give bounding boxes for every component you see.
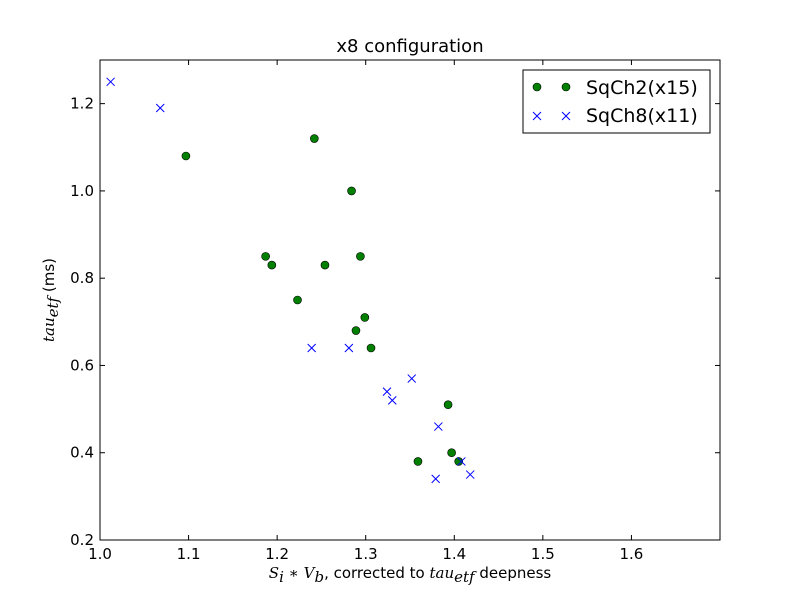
data-point-circle bbox=[360, 313, 370, 322]
legend-label-sqch2: SqCh2(x15) bbox=[586, 77, 698, 99]
data-point-circle bbox=[267, 260, 277, 270]
data-point-circle bbox=[447, 448, 456, 458]
legend-box bbox=[522, 69, 711, 134]
chart-title: x8 configuration bbox=[336, 36, 483, 57]
legend-entry-sqch2: SqCh2(x15) bbox=[532, 77, 698, 99]
x-tick-label: 1.1 bbox=[177, 545, 201, 563]
data-point-x bbox=[387, 396, 397, 405]
y-tick-label: 1.2 bbox=[70, 95, 94, 113]
data-point-circle bbox=[310, 134, 319, 143]
data-point-circle bbox=[413, 457, 423, 466]
data-point-circle bbox=[351, 326, 361, 335]
legend-marker-x-left bbox=[532, 111, 542, 121]
data-point-x bbox=[382, 387, 392, 396]
x-tick-label: 1.0 bbox=[88, 545, 112, 563]
data-point-x bbox=[431, 474, 441, 484]
legend-marker-x-right bbox=[561, 111, 571, 121]
data-point-x bbox=[407, 374, 417, 383]
data-point-x bbox=[155, 103, 165, 113]
data-point-x bbox=[433, 422, 443, 431]
ticks-layer: 1.0 1.1 1.2 1.3 1.4 1.5 1.6 0.2 0.4 0.6 0.8 1.0 1.2 bbox=[70, 60, 720, 563]
data-point-circle bbox=[454, 457, 464, 466]
legend-marker-circle-left bbox=[532, 82, 542, 92]
x-tick-label: 1.6 bbox=[619, 545, 643, 563]
data-point-circle bbox=[181, 151, 191, 161]
data-point-x bbox=[344, 343, 354, 353]
data-point-circle bbox=[366, 343, 376, 353]
legend-marker-circle-right bbox=[561, 82, 571, 92]
data-point-circle bbox=[320, 260, 330, 270]
data-point-x bbox=[307, 343, 317, 353]
legend-entry-sqch8: SqCh8(x11) bbox=[532, 105, 698, 127]
data-point-circle bbox=[261, 252, 270, 261]
x-tick-label: 1.5 bbox=[531, 545, 555, 563]
y-tick-label: 1.0 bbox=[70, 182, 94, 200]
points-layer bbox=[106, 77, 475, 484]
x-tick-label: 1.4 bbox=[442, 545, 466, 563]
x-tick-label: 1.3 bbox=[354, 545, 378, 563]
data-point-x bbox=[465, 470, 475, 479]
data-point-x bbox=[106, 77, 115, 87]
data-point-x bbox=[457, 457, 466, 466]
y-tick-label: 0.2 bbox=[70, 531, 94, 549]
data-point-circle bbox=[293, 295, 302, 305]
legend: SqCh2(x15) SqCh8(x11) bbox=[522, 69, 711, 134]
plot-frame bbox=[99, 59, 721, 541]
data-point-circle bbox=[347, 186, 356, 196]
data-point-circle bbox=[356, 252, 365, 261]
x-axis-label: Si ∗ Vb, corrected to tauetf deepness bbox=[269, 564, 552, 586]
legend-label-sqch8: SqCh8(x11) bbox=[586, 105, 698, 127]
y-axis-label: tauetf (ms) bbox=[40, 258, 62, 342]
y-tick-label: 0.8 bbox=[70, 269, 94, 287]
x-tick-label: 1.2 bbox=[265, 545, 289, 563]
data-point-circle bbox=[443, 400, 453, 410]
y-tick-label: 0.4 bbox=[70, 444, 94, 462]
y-tick-label: 0.6 bbox=[70, 356, 94, 374]
